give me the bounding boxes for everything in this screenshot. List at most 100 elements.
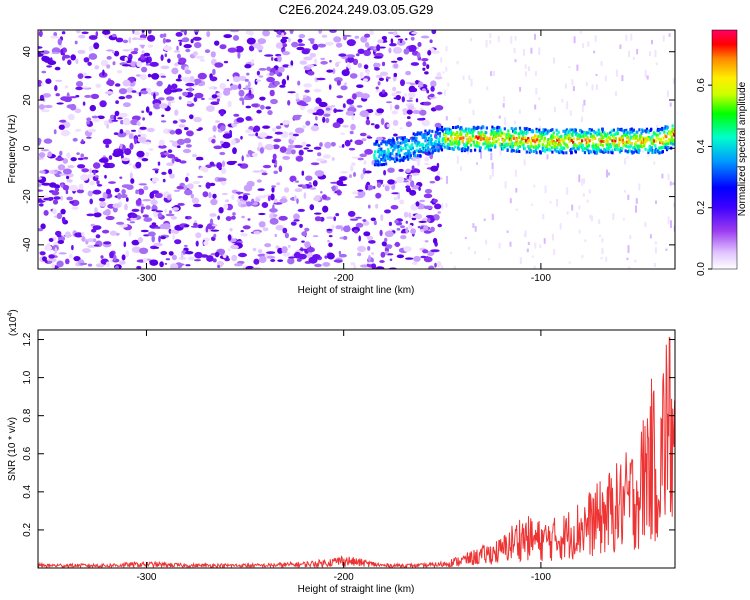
tone-track-cell [443,137,446,141]
tone-track-cell [398,159,401,163]
heatmap-blob [193,222,198,227]
heatmap-blob [261,172,268,176]
heatmap-blob [335,62,340,67]
heatmap-blob [277,259,284,263]
heatmap-speckle [589,214,592,219]
heatmap-speckle [453,266,456,269]
heatmap-blob [427,50,432,56]
heatmap-blob [424,156,429,162]
heatmap-blob [302,125,307,129]
heatmap-blob [74,108,82,114]
heatmap-speckle [483,218,486,221]
heatmap-blob [323,113,331,117]
tone-track-cell [483,132,486,136]
heatmap-blob [217,177,227,182]
tone-track-cell [380,142,383,146]
heatmap-blob [410,180,415,188]
heatmap-blob [122,49,131,52]
tone-track-cell [447,132,450,135]
heatmap-blob [352,93,357,100]
heatmap-blob [216,162,223,169]
heatmap-blob [109,230,117,236]
heatmap-blob [125,250,129,258]
heatmap-blob [262,227,269,232]
heatmap-blob [301,231,308,237]
tone-track-cell [670,130,673,134]
heatmap-blob [357,63,362,68]
heatmap-blob [309,187,317,190]
heatmap-blob [335,42,343,48]
heatmap-blob [257,38,267,45]
heatmap-speckle [566,187,569,195]
heatmap-blob [350,262,356,266]
tone-track-cell [578,141,581,145]
heatmap-blob [54,247,58,254]
tone-track-cell [605,143,609,147]
heatmap-speckle [635,198,638,204]
tone-track-cell [611,151,614,155]
heatmap-speckle [441,203,444,210]
tone-track-cell [636,150,639,154]
tone-track-cell [458,142,461,145]
tone-track-cell [392,139,395,143]
heatmap-blob [360,93,370,99]
tone-track-cell [631,130,634,134]
tone-track-cell [672,140,675,143]
heatmap-blob [69,200,75,204]
heatmap-blob [320,60,328,65]
heatmap-blob [184,127,189,131]
heatmap-speckle [515,208,518,211]
heatmap-blob [71,206,79,210]
heatmap-blob [171,67,179,75]
heatmap-blob [430,249,440,253]
heatmap-blob [354,195,364,199]
tone-track-cell [567,134,571,138]
tone-track-cell [556,136,560,140]
heatmap-blob [88,128,97,133]
tone-track-cell [663,134,667,138]
tone-track-cell [568,140,571,144]
tone-track-cell [421,135,424,139]
tone-track-cell [647,150,650,154]
heatmap-blob [237,51,241,59]
tone-track-cell [431,129,434,133]
heatmap-blob [112,203,121,209]
tone-track-cell [587,144,591,148]
heatmap-blob [160,236,166,240]
heatmap-blob [106,123,109,129]
heatmap-speckle [582,193,585,197]
tone-track-cell [590,128,593,132]
tone-track-cell [622,144,625,147]
heatmap-blob [258,68,267,71]
heatmap-blob [136,74,141,77]
heatmap-blob [277,247,283,254]
tone-track-cell [503,132,506,136]
tone-track-cell [501,131,504,135]
heatmap-speckle [486,86,489,91]
tone-track-cell [384,156,387,160]
heatmap-blob [230,30,240,33]
heatmap-blob [273,170,279,174]
heatmap-blob [433,214,440,220]
heatmap-blob [351,115,355,121]
heatmap-blob [331,157,335,161]
tone-track-cell [490,129,493,133]
heatmap-blob [414,213,423,220]
heatmap-blob [119,176,123,179]
heatmap-blob [153,92,156,100]
heatmap-blob [356,84,364,88]
y-tick-label: 0.4 [22,484,33,498]
tone-track-cell [482,125,485,129]
heatmap-blob [384,185,390,192]
heatmap-blob [57,38,62,46]
tone-track-cell [667,146,670,150]
heatmap-blob [223,60,229,64]
heatmap-blob [267,195,271,202]
heatmap-speckle [447,82,450,87]
heatmap-blob [185,176,189,183]
heatmap-blob [385,244,393,249]
tone-track-cell [599,143,602,146]
heatmap-blob [422,67,426,71]
heatmap-blob [86,121,90,125]
heatmap-speckle [534,33,536,40]
